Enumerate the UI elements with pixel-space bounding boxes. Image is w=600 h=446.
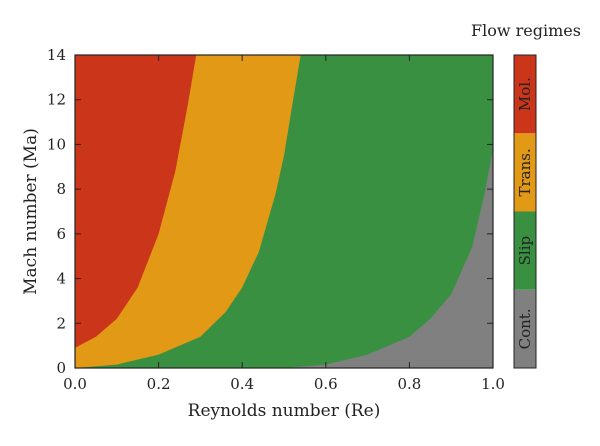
legend-colorbar: Cont. Slip Trans. Mol. [513,54,537,369]
legend-label: Slip [516,236,534,265]
y-tick-label: 2 [56,314,66,332]
y-tick-label: 12 [47,91,66,109]
y-tick-label: 6 [56,225,66,243]
y-tick-label: 10 [47,135,66,153]
x-tick-label: 1.0 [481,375,505,393]
y-tick-label: 4 [56,270,66,288]
legend-swatch-cont [514,289,536,368]
x-tick-label: 0.0 [63,375,87,393]
legend-swatch-trans [514,133,536,212]
legend-swatch-mol [514,55,536,134]
legend-label: Mol. [516,77,534,111]
y-tick-label: 14 [47,46,66,64]
y-tick-label: 0 [56,359,66,377]
x-tick-label: 0.8 [397,375,421,393]
region-mol [75,55,197,348]
legend-frame [513,54,537,369]
plot-frame [74,54,494,369]
x-tick-label: 0.2 [147,375,171,393]
y-axis-ticks: 0 2 4 6 8 10 12 14 [47,46,493,377]
legend-label: Cont. [516,308,534,349]
x-tick-label: 0.4 [230,375,254,393]
plot-regions [75,55,493,368]
x-axis-title: Reynolds number (Re) [188,401,381,421]
legend-title: Flow regimes [471,21,581,40]
y-tick-label: 8 [56,180,66,198]
legend-label: Trans. [516,148,534,196]
x-axis-ticks: 0.0 0.2 0.4 0.6 0.8 1.0 [63,55,505,393]
x-tick-label: 0.6 [314,375,338,393]
y-axis-title: Mach number (Ma) [21,128,41,295]
legend-swatch-slip [514,211,536,290]
